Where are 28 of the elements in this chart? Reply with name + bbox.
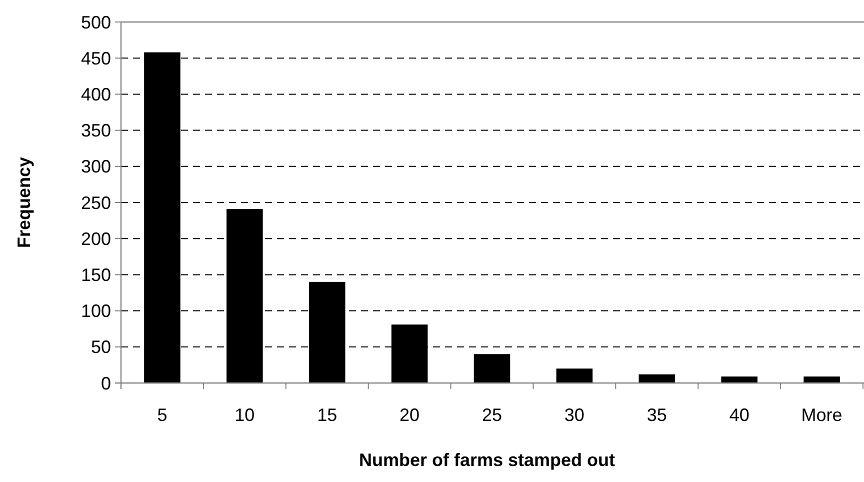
y-tick-label: 500	[80, 12, 111, 32]
y-tick-label: 150	[80, 265, 111, 285]
y-tick-label: 350	[80, 120, 111, 141]
bar	[474, 354, 510, 383]
y-tick-label: 50	[90, 337, 111, 358]
x-tick-label: 30	[564, 405, 584, 425]
y-tick-label: 250	[80, 192, 111, 213]
x-tick-label: More	[801, 405, 842, 425]
y-tick-label: 100	[80, 301, 111, 322]
y-tick-label: 0	[100, 373, 111, 394]
bar	[638, 374, 676, 383]
y-tick-label: 400	[80, 84, 111, 104]
x-tick-label: 5	[157, 405, 168, 425]
bar	[804, 376, 840, 383]
bar	[556, 368, 593, 383]
y-tick-label: 450	[80, 48, 111, 68]
x-tick-label: 10	[234, 405, 255, 425]
y-axis-title: Frequency	[14, 156, 34, 248]
bar	[226, 209, 263, 383]
y-tick-label: 200	[80, 228, 111, 249]
x-tick-label: 20	[400, 405, 420, 425]
y-tick-label: 300	[80, 156, 111, 177]
bar	[721, 376, 758, 383]
x-tick-label: 15	[317, 405, 338, 425]
x-axis-title: Number of farms stamped out	[358, 450, 616, 470]
x-tick-label: 25	[482, 405, 502, 425]
x-tick-label: 35	[646, 405, 667, 425]
x-tick-label: 40	[729, 405, 750, 425]
